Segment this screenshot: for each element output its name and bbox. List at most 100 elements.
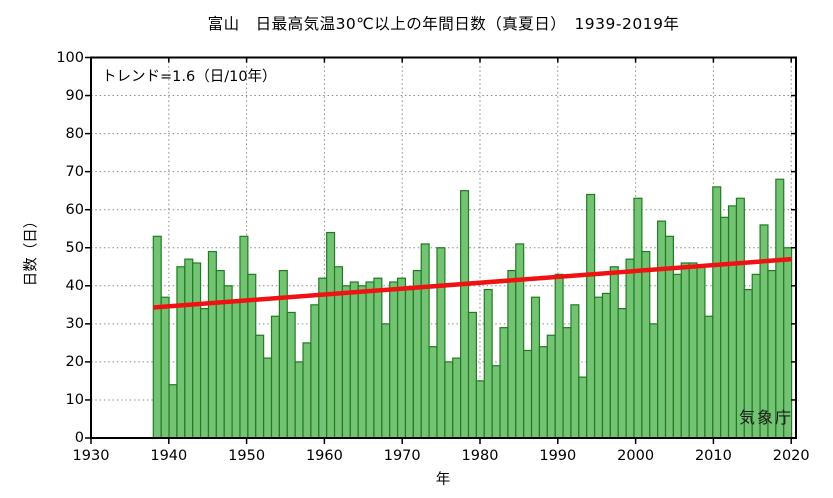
bar-1986 bbox=[523, 349, 533, 439]
bar-2011 bbox=[720, 216, 730, 439]
bar-1989 bbox=[546, 334, 556, 439]
bar-1982 bbox=[491, 365, 501, 439]
bar-2013 bbox=[735, 197, 745, 439]
bar-1961 bbox=[326, 231, 336, 439]
bar-1998 bbox=[617, 308, 627, 439]
bar-1984 bbox=[507, 269, 517, 439]
bar-1974 bbox=[428, 346, 438, 439]
bar-2010 bbox=[712, 186, 722, 439]
bar-2007 bbox=[688, 262, 698, 439]
bar-1939 bbox=[152, 235, 162, 439]
bar-2002 bbox=[649, 323, 659, 439]
bar-1946 bbox=[207, 250, 217, 439]
y-tick-label: 0 bbox=[74, 430, 84, 446]
bar-1971 bbox=[404, 289, 414, 439]
bar-1958 bbox=[302, 342, 312, 439]
bar-1957 bbox=[294, 361, 304, 439]
bar-1949 bbox=[231, 300, 241, 439]
bar-1977 bbox=[452, 357, 462, 439]
bar-1990 bbox=[554, 273, 564, 439]
y-tick-label: 40 bbox=[65, 277, 84, 294]
x-tick-label: 1930 bbox=[72, 448, 110, 464]
bar-1985 bbox=[515, 243, 525, 439]
y-tick-label: 100 bbox=[56, 49, 84, 66]
x-tick-label: 1950 bbox=[228, 448, 266, 464]
bar-1979 bbox=[467, 311, 477, 439]
bar-1959 bbox=[310, 304, 320, 439]
y-tick-label: 20 bbox=[65, 353, 84, 370]
bar-1968 bbox=[381, 323, 391, 439]
x-tick-label: 1980 bbox=[461, 448, 499, 464]
bar-1997 bbox=[609, 266, 619, 439]
y-tick-label: 30 bbox=[65, 315, 84, 332]
bar-2003 bbox=[657, 220, 667, 439]
bar-2000 bbox=[633, 197, 643, 439]
bar-1940 bbox=[160, 296, 170, 439]
x-tick-label: 1940 bbox=[150, 448, 188, 464]
bar-1996 bbox=[601, 292, 611, 439]
bar-1954 bbox=[270, 315, 280, 439]
bar-1980 bbox=[475, 380, 485, 439]
bar-1976 bbox=[444, 361, 454, 439]
bar-1972 bbox=[412, 269, 422, 439]
bar-1981 bbox=[483, 289, 493, 439]
bar-1947 bbox=[215, 269, 225, 439]
y-tick-label: 50 bbox=[65, 239, 84, 256]
x-axis-label: 年 bbox=[435, 472, 451, 488]
chart-title: 富山 日最高気温30℃以上の年間日数（真夏日） 1939-2019年 bbox=[207, 15, 680, 33]
bar-1993 bbox=[578, 376, 588, 439]
bar-1948 bbox=[223, 285, 233, 439]
y-tick-label: 10 bbox=[65, 391, 84, 408]
bar-1991 bbox=[562, 327, 572, 439]
bar-1960 bbox=[318, 277, 328, 439]
bar-1978 bbox=[460, 190, 470, 439]
bar-1999 bbox=[625, 258, 635, 439]
bar-1945 bbox=[199, 308, 210, 439]
x-tick-label: 2010 bbox=[694, 448, 732, 464]
trend-line bbox=[153, 256, 792, 310]
trend-annotation: トレンド=1.6（日/10年） bbox=[102, 69, 277, 85]
bar-2012 bbox=[727, 205, 738, 439]
bar-1966 bbox=[365, 281, 375, 439]
bar-2009 bbox=[704, 315, 714, 439]
bar-2018 bbox=[775, 178, 785, 439]
bar-1973 bbox=[420, 243, 430, 439]
bar-2008 bbox=[696, 266, 706, 439]
bar-1956 bbox=[286, 311, 296, 439]
bar-1953 bbox=[263, 357, 273, 439]
bar-1994 bbox=[586, 193, 596, 439]
bar-1963 bbox=[341, 285, 351, 439]
bar-2006 bbox=[680, 262, 690, 439]
y-tick-label: 90 bbox=[65, 87, 84, 104]
x-tick-label: 1960 bbox=[305, 448, 343, 464]
x-tick-label: 2000 bbox=[617, 448, 655, 464]
bar-1964 bbox=[349, 281, 359, 439]
x-tick-label: 1990 bbox=[539, 448, 577, 464]
bar-1941 bbox=[168, 384, 178, 439]
bar-1952 bbox=[255, 334, 265, 439]
bar-1992 bbox=[570, 304, 580, 439]
y-tick-label: 80 bbox=[65, 125, 84, 142]
x-tick-label: 2020 bbox=[772, 448, 810, 464]
bar-1943 bbox=[184, 258, 194, 439]
y-axis-label: 日数（日） bbox=[23, 213, 40, 287]
bar-2001 bbox=[641, 250, 651, 439]
bar-1970 bbox=[396, 277, 407, 439]
y-tick-label: 70 bbox=[65, 163, 84, 180]
bar-1969 bbox=[389, 281, 399, 439]
bar-1987 bbox=[530, 296, 541, 439]
bar-1965 bbox=[357, 285, 367, 439]
bar-1995 bbox=[593, 296, 604, 439]
bar-1975 bbox=[436, 247, 446, 439]
bar-1967 bbox=[373, 277, 383, 439]
y-tick-label: 60 bbox=[65, 201, 84, 218]
bar-2005 bbox=[672, 273, 682, 439]
bar-1942 bbox=[176, 266, 186, 439]
bar-1988 bbox=[538, 346, 548, 439]
x-tick-label: 1970 bbox=[383, 448, 421, 464]
bar-1950 bbox=[239, 235, 249, 439]
bar-1983 bbox=[499, 327, 509, 439]
bar-1944 bbox=[192, 262, 202, 439]
